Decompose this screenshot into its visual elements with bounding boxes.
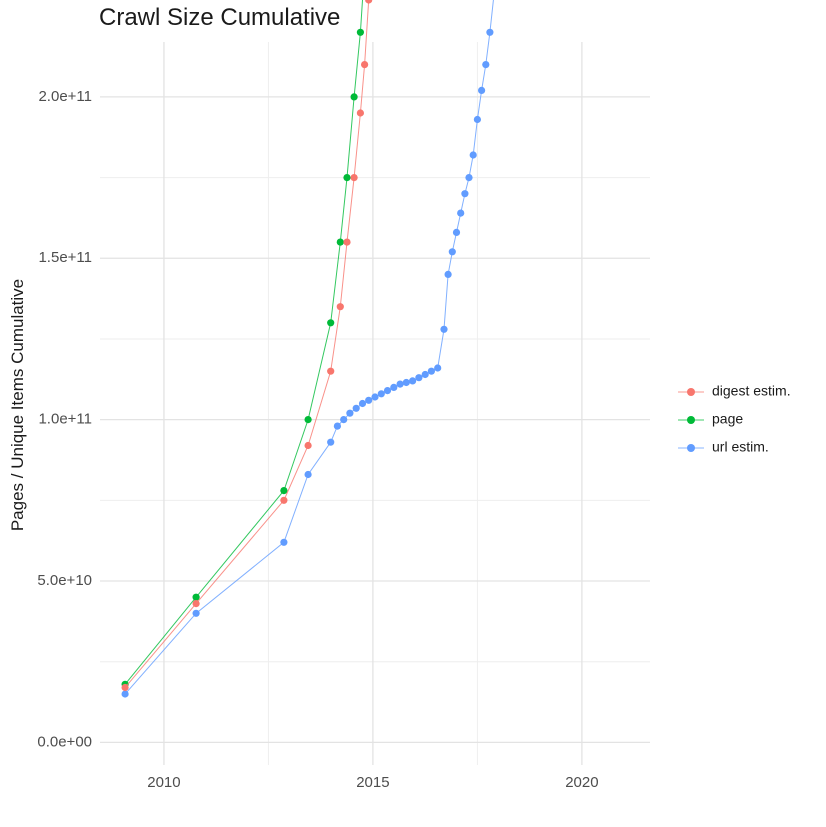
series-point-url-estim xyxy=(192,609,200,617)
data-series xyxy=(121,0,494,698)
series-point-digest-estim xyxy=(336,303,344,311)
series-point-digest-estim xyxy=(365,0,373,4)
series-point-page xyxy=(327,319,335,327)
series-point-url-estim xyxy=(482,61,490,69)
series-point-url-estim xyxy=(452,228,461,236)
series-point-url-estim xyxy=(402,378,410,387)
x-tick-label: 2015 xyxy=(356,774,389,791)
series-line-digest-estim xyxy=(124,0,370,688)
series-point-url-estim xyxy=(469,151,477,159)
series-point-url-estim xyxy=(396,380,404,388)
legend-key-point-icon xyxy=(687,388,695,396)
series-point-url-estim xyxy=(327,438,335,446)
series-point-page xyxy=(336,238,344,246)
series-point-url-estim xyxy=(434,364,442,372)
legend: digest estim. page url estim. xyxy=(678,383,791,455)
series-point-url-estim xyxy=(390,383,398,391)
x-tick-label: 2010 xyxy=(147,774,180,791)
series-point-url-estim xyxy=(448,248,456,256)
series-point-url-estim xyxy=(383,387,392,395)
series-point-digest-estim xyxy=(343,238,351,246)
y-tick-label: 1.0e+11 xyxy=(38,411,92,428)
series-point-digest-estim xyxy=(361,61,369,69)
series-point-digest-estim xyxy=(327,367,335,375)
legend-item-url-estim: url estim. xyxy=(678,439,769,455)
series-point-url-estim xyxy=(340,416,348,424)
series-point-page xyxy=(280,487,288,495)
series-point-page xyxy=(343,174,351,182)
y-tick-label: 2.0e+11 xyxy=(38,88,92,105)
series-point-url-estim xyxy=(421,370,429,379)
y-tick-label: 1.5e+11 xyxy=(38,249,92,266)
series-point-url-estim xyxy=(333,422,341,430)
series-point-url-estim xyxy=(440,325,448,333)
series-point-url-estim xyxy=(304,470,312,479)
chart-title: Crawl Size Cumulative xyxy=(99,4,341,31)
series-point-url-estim xyxy=(377,390,385,398)
gridlines-minor xyxy=(100,42,650,765)
series-point-digest-estim xyxy=(356,109,364,117)
series-point-page xyxy=(350,93,358,101)
legend-item-digest-estim: digest estim. xyxy=(678,383,791,399)
series-point-digest-estim xyxy=(350,174,358,182)
series-point-digest-estim xyxy=(304,441,312,450)
series-point-url-estim xyxy=(478,86,486,94)
series-point-url-estim xyxy=(461,190,469,198)
series-point-url-estim xyxy=(121,690,129,698)
series-point-url-estim xyxy=(457,209,465,217)
series-point-digest-estim xyxy=(121,683,129,692)
legend-label: digest estim. xyxy=(712,383,791,399)
series-point-url-estim xyxy=(427,367,435,375)
series-point-url-estim xyxy=(409,377,417,385)
series-point-url-estim xyxy=(444,270,452,278)
series-point-url-estim xyxy=(371,393,379,401)
series-point-digest-estim xyxy=(280,496,288,504)
series-point-page xyxy=(356,28,364,36)
series-point-digest-estim xyxy=(192,600,200,608)
y-axis-tick-labels: 0.0e+00 5.0e+10 1.0e+11 1.5e+11 2.0e+11 xyxy=(37,88,92,751)
series-point-page xyxy=(192,593,200,601)
series-point-url-estim xyxy=(486,28,494,36)
y-tick-label: 5.0e+10 xyxy=(37,572,92,589)
series-line-url-estim xyxy=(124,0,494,695)
series-point-url-estim xyxy=(473,115,481,124)
series-point-url-estim xyxy=(365,396,373,404)
y-axis-title: Pages / Unique Items Cumulative xyxy=(8,278,27,532)
x-tick-label: 2020 xyxy=(565,774,598,791)
series-point-url-estim xyxy=(352,404,360,412)
legend-key-point-icon xyxy=(687,416,695,424)
series-point-url-estim xyxy=(358,399,367,408)
y-tick-label: 0.0e+00 xyxy=(37,733,92,750)
legend-label: url estim. xyxy=(712,439,769,455)
x-axis-tick-labels: 2010 2015 2020 xyxy=(147,774,598,791)
series-point-url-estim xyxy=(415,374,423,382)
series-point-url-estim xyxy=(346,409,354,417)
series-point-page xyxy=(304,416,312,424)
legend-label: page xyxy=(712,411,743,427)
gridlines-major xyxy=(100,42,650,765)
legend-item-page: page xyxy=(678,411,743,427)
series-point-url-estim xyxy=(280,538,288,546)
series-point-url-estim xyxy=(465,174,473,182)
legend-key-point-icon xyxy=(687,444,695,452)
